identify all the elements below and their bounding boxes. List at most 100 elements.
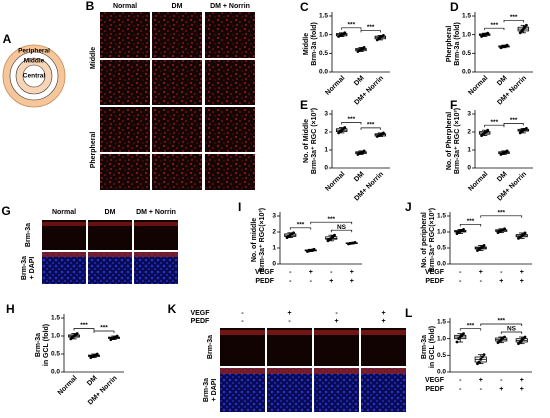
y-tick-label: 1.0 bbox=[462, 31, 471, 38]
y-tick-label: 1.5 bbox=[462, 13, 471, 20]
significance-bracket bbox=[480, 215, 523, 218]
data-point bbox=[353, 241, 357, 244]
y-tick-label: 1.5 bbox=[319, 13, 328, 20]
row-label: + DAPI bbox=[29, 257, 36, 280]
treatment-sign: - bbox=[289, 269, 292, 276]
micrograph bbox=[205, 154, 255, 190]
micrograph bbox=[314, 368, 359, 412]
region-label: Peripheral bbox=[18, 48, 50, 55]
y-tick-label: 0.5 bbox=[437, 245, 446, 252]
y-tick-label: 1.0 bbox=[51, 333, 60, 340]
significance-label: *** bbox=[491, 22, 499, 29]
micrograph bbox=[152, 154, 202, 190]
condition-name: PEDF bbox=[191, 318, 210, 325]
significance-bracket bbox=[93, 330, 115, 333]
data-point bbox=[525, 126, 528, 130]
micrograph-band bbox=[134, 252, 178, 257]
x-tick-label: DM bbox=[86, 375, 99, 388]
treatment-sign: + bbox=[520, 269, 524, 276]
data-point bbox=[505, 149, 509, 153]
micrograph bbox=[134, 252, 178, 284]
panel-letter: G bbox=[1, 204, 10, 218]
y-tick-label: 2 bbox=[324, 129, 328, 136]
treatment-sign: - bbox=[500, 377, 503, 384]
y-tick-label: 0.0 bbox=[462, 69, 471, 76]
treatment-sign: - bbox=[289, 278, 292, 285]
y-axis-label: No. of peripheral bbox=[421, 212, 428, 268]
panel-letter: K bbox=[168, 302, 177, 316]
micrograph bbox=[100, 60, 150, 105]
treatment-name: VEGF bbox=[255, 269, 275, 276]
data-point bbox=[480, 355, 484, 359]
significance-bracket bbox=[459, 224, 482, 227]
y-tick-label: 1.5 bbox=[437, 319, 446, 326]
data-point bbox=[312, 247, 316, 251]
data-point bbox=[523, 231, 527, 235]
micrograph bbox=[267, 368, 312, 412]
data-point bbox=[482, 353, 486, 357]
panel-letter: C bbox=[300, 0, 309, 14]
significance-bracket bbox=[503, 123, 524, 126]
y-axis-label: Pherpheral bbox=[446, 26, 453, 63]
y-axis-label: Brm-3a (fold) bbox=[454, 22, 461, 66]
treatment-sign: - bbox=[500, 269, 503, 276]
data-point bbox=[505, 43, 509, 47]
data-point bbox=[520, 29, 524, 33]
region-diagram bbox=[2, 44, 66, 108]
data-point bbox=[462, 228, 465, 231]
data-point bbox=[525, 23, 528, 27]
row-label: Brm-3a bbox=[203, 378, 210, 402]
y-tick-label: 1.0 bbox=[437, 335, 446, 342]
panel-letter: F bbox=[450, 98, 457, 112]
data-point bbox=[486, 31, 490, 35]
column-label: DM bbox=[172, 3, 183, 10]
micrograph bbox=[152, 12, 202, 58]
panel-letter: A bbox=[3, 32, 12, 46]
significance-label: *** bbox=[348, 22, 356, 29]
row-label: + DAPI bbox=[211, 379, 218, 402]
treatment-sign: - bbox=[310, 278, 313, 285]
y-axis-label: in GCL (fold) bbox=[43, 324, 50, 366]
data-point bbox=[362, 45, 366, 49]
y-tick-label: 1 bbox=[467, 147, 471, 154]
micrograph bbox=[220, 368, 265, 412]
y-axis-label: No. of Middle bbox=[303, 119, 310, 163]
x-tick-label: DM bbox=[496, 75, 509, 88]
y-tick-label: 0.5 bbox=[51, 351, 60, 358]
micrograph bbox=[100, 107, 150, 152]
treatment-sign: + bbox=[329, 278, 333, 285]
y-tick-label: 1.5 bbox=[437, 213, 446, 220]
significance-bracket bbox=[341, 122, 362, 125]
micrograph-band bbox=[134, 222, 178, 226]
condition-name: VEGF bbox=[190, 310, 210, 317]
y-tick-label: 0.5 bbox=[462, 50, 471, 57]
x-tick-label: Normal bbox=[57, 375, 79, 397]
y-axis-label: Brm-3a bbox=[35, 333, 42, 357]
significance-bracket bbox=[480, 323, 523, 326]
y-tick-label: 0.5 bbox=[437, 352, 446, 359]
data-point bbox=[523, 25, 527, 29]
panel-letter: J bbox=[405, 200, 412, 214]
micrograph-band bbox=[314, 330, 359, 335]
micrograph bbox=[100, 154, 150, 190]
condition-sign: + bbox=[287, 310, 291, 317]
x-tick-label: Normal bbox=[467, 75, 489, 97]
micrograph bbox=[152, 107, 202, 152]
treatment-sign: + bbox=[499, 386, 503, 393]
y-tick-label: 1.0 bbox=[319, 31, 328, 38]
treatment-sign: + bbox=[520, 377, 524, 384]
micrograph bbox=[205, 12, 255, 58]
significance-bracket bbox=[330, 229, 353, 233]
column-label: Normal bbox=[52, 209, 76, 216]
y-axis-label: Brm-3a⁺ RGC (×10³) bbox=[454, 108, 461, 174]
significance-bracket bbox=[500, 331, 523, 334]
y-tick-label: 1 bbox=[272, 245, 276, 252]
region-label: Middle bbox=[24, 58, 45, 65]
region-label: Central bbox=[23, 73, 46, 80]
panel-letter: H bbox=[6, 302, 15, 316]
data-point bbox=[292, 231, 295, 235]
micrograph bbox=[100, 12, 150, 58]
data-point bbox=[503, 227, 506, 231]
treatment-sign: + bbox=[350, 278, 354, 285]
